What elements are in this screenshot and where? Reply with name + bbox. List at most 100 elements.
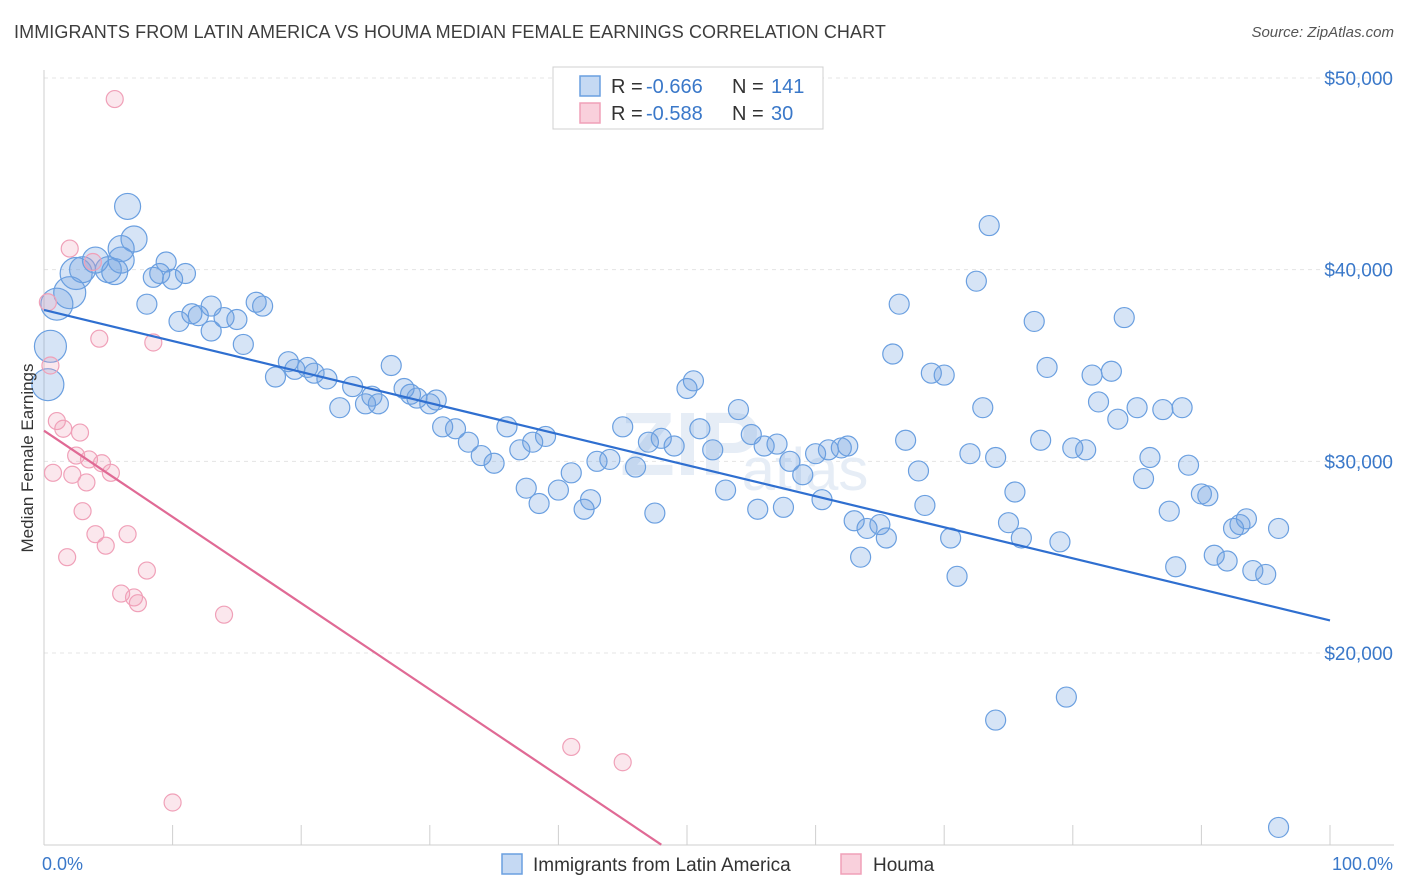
latin-america-point-40 xyxy=(380,354,402,377)
latin-america-point-113 xyxy=(1055,686,1077,708)
x-tick-label-1: 100.0% xyxy=(1332,854,1393,874)
chart-title: IMMIGRANTS FROM LATIN AMERICA VS HOUMA M… xyxy=(14,22,887,42)
legend-swatch-blue xyxy=(579,75,601,97)
latin-america-point-18 xyxy=(174,262,197,285)
latin-america-point-14 xyxy=(149,262,171,285)
watermark: ZIP atlas xyxy=(620,395,868,503)
latin-america-point-127 xyxy=(1171,397,1193,419)
latin-america-point-131 xyxy=(1203,544,1225,566)
series-latin-america-points xyxy=(31,192,1290,839)
legend-n-value-2: 30 xyxy=(771,103,793,125)
latin-america-point-96 xyxy=(914,494,936,517)
latin-america-point-62 xyxy=(599,448,621,471)
latin-america-point-25 xyxy=(226,308,248,331)
latin-america-point-95 xyxy=(907,460,930,482)
latin-america-point-3 xyxy=(53,276,87,310)
latin-america-point-64 xyxy=(624,456,647,478)
houma-point-11 xyxy=(77,473,96,492)
houma-point-21 xyxy=(118,525,137,544)
houma-point-1 xyxy=(41,356,60,375)
latin-america-point-118 xyxy=(1100,360,1122,382)
latin-america-point-93 xyxy=(888,293,910,315)
bottom-legend-label-2: Houma xyxy=(873,855,935,876)
latin-america-point-103 xyxy=(972,397,994,419)
houma-point-13 xyxy=(83,252,102,272)
y-tick-label-3: $50,000 xyxy=(1324,69,1393,90)
latin-america-point-13 xyxy=(136,293,158,315)
houma-point-19 xyxy=(105,89,124,109)
latin-america-point-45 xyxy=(399,383,422,405)
houma-point-29 xyxy=(613,753,632,772)
y-axis-title: Median Female Earnings xyxy=(18,364,37,553)
latin-america-point-47 xyxy=(444,418,467,440)
latin-america-point-0 xyxy=(33,329,68,363)
source-label: Source: ZipAtlas.com xyxy=(1251,24,1394,41)
bottom-legend-swatch-blue xyxy=(501,853,523,875)
houma-point-14 xyxy=(86,525,105,544)
legend-n-label-1: N = xyxy=(732,76,764,98)
latin-america-point-130 xyxy=(1197,485,1219,507)
x-tick-labels: 0.0% 100.0% xyxy=(42,854,1393,874)
latin-america-point-74 xyxy=(727,398,750,421)
latin-america-point-134 xyxy=(1229,513,1251,536)
latin-america-point-78 xyxy=(766,433,788,455)
latin-america-point-50 xyxy=(483,452,505,474)
y-tick-labels: $20,000 $30,000 $40,000 $50,000 xyxy=(1324,69,1393,665)
latin-america-point-126 xyxy=(1165,556,1187,578)
latin-america-point-76 xyxy=(747,498,769,520)
latin-america-point-60 xyxy=(579,489,602,511)
latin-america-point-90 xyxy=(869,513,891,536)
houma-point-4 xyxy=(54,419,73,438)
houma-point-26 xyxy=(163,793,182,812)
latin-america-point-101 xyxy=(959,443,981,465)
legend-r-value-1: -0.666 xyxy=(646,76,703,98)
latin-america-point-53 xyxy=(522,431,544,453)
latin-america-point-17 xyxy=(155,251,177,273)
latin-america-point-22 xyxy=(181,303,203,325)
x-tick-label-0: 0.0% xyxy=(42,854,83,874)
latin-america-point-27 xyxy=(245,291,267,313)
trendlines xyxy=(43,308,1331,846)
latin-america-point-16 xyxy=(142,266,164,288)
legend-r-label-2: R = xyxy=(611,103,643,125)
latin-america-point-111 xyxy=(1036,356,1058,379)
latin-america-point-125 xyxy=(1158,500,1180,522)
houma-point-5 xyxy=(58,548,77,567)
latin-america-point-100 xyxy=(946,565,968,587)
latin-america-point-66 xyxy=(644,502,666,524)
latin-america-point-88 xyxy=(850,546,872,568)
houma-point-0 xyxy=(38,293,57,312)
latin-america-point-71 xyxy=(689,418,711,440)
latin-america-point-26 xyxy=(252,295,274,317)
latin-america-point-105 xyxy=(985,446,1007,469)
latin-america-point-52 xyxy=(509,439,531,461)
latin-america-point-57 xyxy=(547,479,570,501)
latin-america-point-137 xyxy=(1255,563,1277,586)
latin-america-point-67 xyxy=(650,427,672,449)
latin-america-point-128 xyxy=(1177,454,1200,476)
latin-america-point-122 xyxy=(1132,467,1155,490)
series-houma-points xyxy=(38,89,632,812)
latin-america-point-56 xyxy=(528,492,550,515)
houma-point-17 xyxy=(96,536,115,555)
latin-america-point-49 xyxy=(470,444,492,467)
latin-america-point-36 xyxy=(329,397,351,419)
y-tick-label-2: $40,000 xyxy=(1324,261,1393,282)
watermark-zip: ZIP xyxy=(620,395,760,495)
houma-point-6 xyxy=(60,239,79,258)
legend-r-label-1: R = xyxy=(611,76,643,98)
latin-america-point-115 xyxy=(1075,439,1097,461)
latin-america-point-92 xyxy=(882,343,904,365)
bottom-legend-label-1: Immigrants from Latin America xyxy=(533,855,791,876)
latin-america-point-28 xyxy=(232,333,254,356)
houma-trendline xyxy=(43,429,662,846)
latin-america-point-121 xyxy=(1126,397,1148,419)
houma-point-7 xyxy=(63,465,82,484)
y-tick-label-0: $20,000 xyxy=(1324,644,1393,665)
legend-r-value-2: -0.588 xyxy=(646,103,703,125)
latin-america-point-1 xyxy=(31,368,65,402)
latin-america-point-82 xyxy=(804,443,827,465)
latin-america-point-11 xyxy=(120,225,148,253)
latin-america-point-89 xyxy=(856,517,878,540)
